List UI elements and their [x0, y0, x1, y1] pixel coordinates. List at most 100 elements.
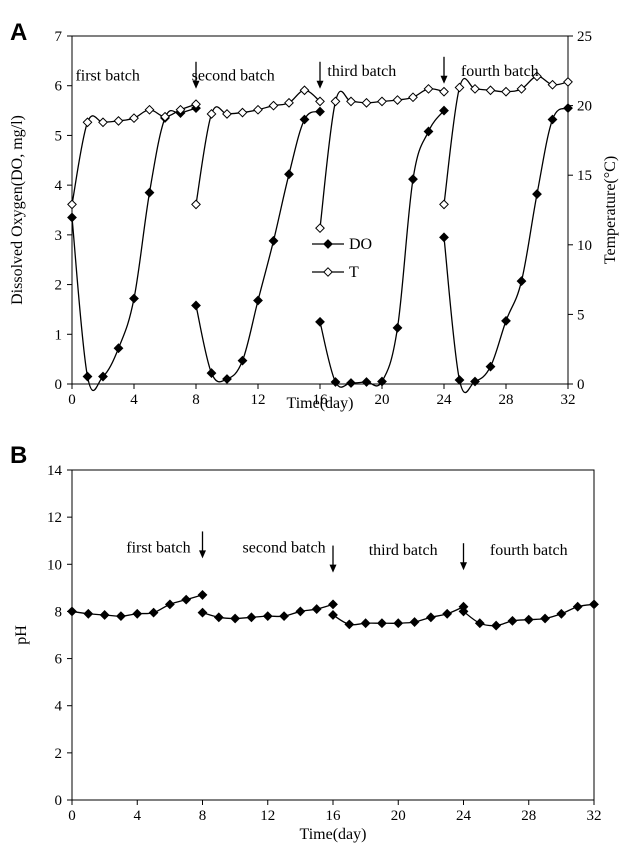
batch-label: third batch [369, 542, 438, 559]
data-point [328, 599, 338, 610]
arrow-head [440, 75, 448, 84]
data-point [361, 97, 372, 108]
data-point [237, 355, 248, 366]
arrow-head [460, 562, 467, 571]
data-point [563, 77, 573, 87]
data-point [191, 300, 201, 311]
data-point [82, 371, 93, 382]
data-point [230, 613, 241, 624]
data-point [99, 610, 110, 620]
series-line [319, 110, 445, 388]
y2-tick-label: 0 [577, 377, 585, 393]
data-point [408, 174, 418, 185]
y-tick-label: 6 [55, 652, 63, 668]
batch-arrow [199, 531, 206, 559]
x-axis-label: Time(day) [300, 826, 367, 843]
arrow-head [199, 550, 206, 559]
data-point [181, 594, 192, 605]
data-point [279, 611, 289, 622]
y2-tick-label: 10 [577, 238, 592, 254]
data-point [213, 612, 224, 623]
y2-tick-label: 15 [577, 168, 592, 184]
data-point [83, 608, 94, 619]
data-point [132, 608, 143, 619]
data-point [222, 374, 232, 384]
x-tick-label: 0 [68, 392, 76, 408]
y2-tick-label: 25 [577, 29, 592, 45]
y-tick-label: 8 [55, 604, 63, 620]
batch-label: first batch [126, 540, 190, 557]
data-point [547, 114, 558, 125]
x-tick-label: 12 [251, 392, 266, 408]
series-line [71, 107, 197, 392]
data-point [491, 620, 502, 631]
data-point [470, 83, 480, 94]
y2-tick-label: 5 [577, 307, 585, 323]
legend-entry-do: DO [312, 236, 372, 253]
data-point [442, 608, 453, 619]
data-point [361, 377, 372, 387]
legend: DO T [312, 236, 372, 281]
y-tick-label: 0 [55, 377, 63, 393]
data-point [425, 612, 436, 623]
data-point [485, 85, 496, 96]
batch-label: fourth batch [490, 542, 568, 559]
batch-label: second batch [192, 68, 275, 85]
data-point [315, 223, 325, 234]
data-point [423, 83, 434, 94]
data-point [516, 83, 527, 94]
data-point [160, 111, 170, 122]
data-point [523, 614, 534, 625]
data-point [175, 104, 186, 115]
data-point [129, 293, 139, 304]
chart-panel-a: A 0 4 8 12 16 20 24 28 32012345670510152025Time(… [9, 19, 619, 412]
batch-arrow [440, 56, 448, 84]
data-point [507, 615, 518, 626]
plot-frame [71, 469, 595, 801]
data-point [454, 375, 465, 385]
x-tick-label: 8 [192, 392, 200, 408]
data-point [589, 599, 599, 610]
y-tick-label: 7 [55, 29, 63, 45]
data-point [377, 376, 387, 387]
y-tick-label: 4 [55, 699, 63, 715]
data-point [315, 106, 325, 117]
arrow-head [192, 80, 200, 89]
batch-label: second batch [243, 540, 326, 557]
x-tick-label: 28 [499, 392, 514, 408]
legend-label: DO [349, 236, 372, 253]
data-point [206, 368, 217, 378]
x-tick-label: 16 [313, 392, 329, 408]
panel-label-b: B [10, 442, 27, 469]
data-point [330, 377, 341, 387]
data-point [197, 590, 208, 600]
x-tick-label: 24 [456, 808, 472, 824]
data-point [67, 212, 77, 223]
x-tick-label: 12 [260, 808, 275, 824]
chart-panel-b: B 0 4 8 12 16 20 24 28 3202468101214Time(day)pHf… [10, 442, 602, 843]
y-tick-label: 5 [55, 128, 63, 144]
series-line [443, 107, 569, 394]
data-point [423, 126, 434, 137]
arrow-head [329, 564, 337, 573]
series-t [67, 71, 573, 234]
batch-label: fourth batch [461, 63, 539, 80]
data-point [299, 85, 310, 96]
data-point [197, 607, 208, 618]
data-point [439, 105, 449, 116]
data-point [284, 169, 294, 180]
batch-label: third batch [327, 63, 396, 80]
data-point [360, 618, 371, 629]
x-tick-label: 28 [521, 808, 536, 824]
x-tick-label: 4 [130, 392, 138, 408]
batch-arrow [192, 61, 200, 89]
data-point [237, 107, 248, 118]
data-point [148, 607, 159, 618]
arrow-head [316, 80, 324, 89]
data-point [470, 376, 480, 387]
x-tick-label: 16 [326, 808, 342, 824]
y2-tick-label: 20 [577, 99, 592, 115]
y-tick-label: 10 [47, 557, 62, 573]
data-point [392, 322, 403, 333]
